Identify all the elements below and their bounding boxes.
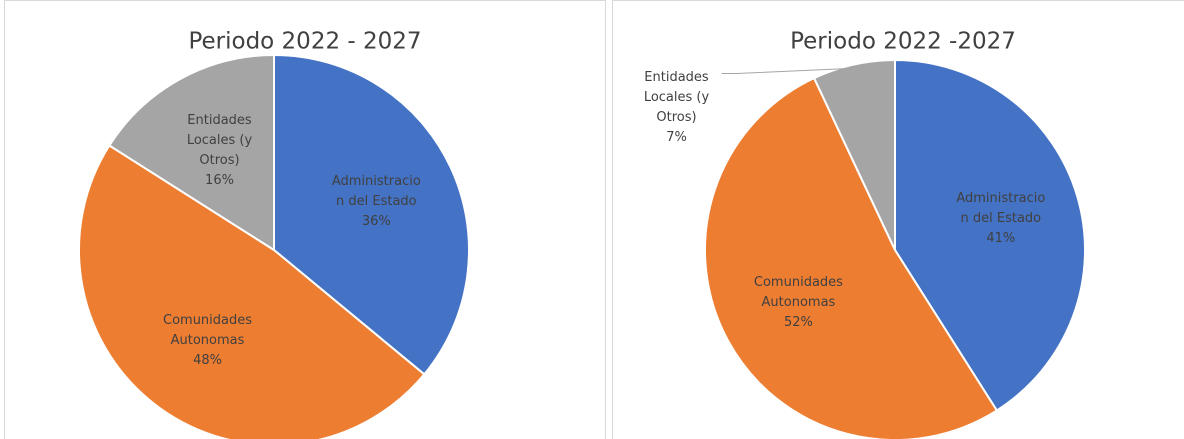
- pie-slice: [703, 76, 999, 439]
- leader-line: [721, 67, 855, 74]
- label-box: Entidades Locales (y Otros) 7%: [629, 63, 725, 153]
- value-label: 48%: [193, 353, 222, 369]
- value-label: 41%: [986, 231, 1016, 247]
- category-label: Administracion del Estado: [956, 191, 1046, 227]
- category-label: Comunidades Autonomas: [163, 313, 253, 349]
- value-label: 52%: [783, 315, 813, 331]
- category-label: Comunidades Autonomas: [753, 275, 843, 311]
- pie-slice: [107, 53, 275, 252]
- category-label: Entidades Locales (y Otros): [643, 69, 710, 125]
- data-label: Administracion del Estado 36%: [328, 157, 424, 247]
- data-label: Entidades Locales (y Otros) 16%: [172, 106, 268, 196]
- chart-title: Periodo 2022 - 2027: [188, 29, 421, 55]
- label-box: Entidades Locales (y Otros) 16%: [172, 106, 268, 196]
- data-label: Comunidades Autonomas 52%: [750, 258, 846, 348]
- value-label: 36%: [361, 213, 391, 229]
- pie-slice: [894, 58, 1086, 412]
- pie-slice: [273, 53, 470, 376]
- value-label: 16%: [205, 172, 234, 188]
- category-label: Administracion del Estado: [331, 173, 421, 209]
- label-box: Comunidades Autonomas 52%: [750, 258, 846, 348]
- category-label: Entidades Locales (y Otros): [186, 112, 253, 168]
- pie-slice: [812, 58, 896, 251]
- label-box: Administracion del Estado 41%: [953, 174, 1049, 264]
- data-label: Administracion del Estado 41%: [953, 174, 1049, 264]
- value-label: 7%: [666, 129, 687, 145]
- data-label: Comunidades Autonomas 48%: [160, 296, 256, 386]
- pie-slice: [78, 144, 426, 439]
- label-box: Comunidades Autonomas 48%: [160, 296, 256, 386]
- data-label: Entidades Locales (y Otros) 7%: [629, 63, 725, 153]
- label-box: Administracion del Estado 36%: [328, 157, 424, 247]
- chart-title: Periodo 2022 -2027: [790, 29, 1016, 55]
